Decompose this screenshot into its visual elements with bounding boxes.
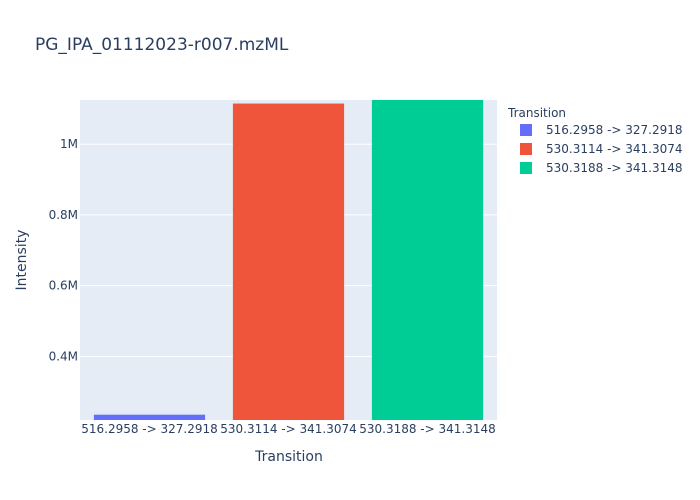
x-tick-label: 530.3114 -> 341.3074 [220, 422, 357, 436]
y-tick-label: 0.4M [49, 349, 78, 363]
bar[interactable] [371, 100, 484, 420]
y-tick-label: 1M [60, 137, 78, 151]
legend-label[interactable]: 530.3188 -> 341.3148 [546, 161, 683, 175]
bar[interactable] [232, 103, 345, 420]
legend-swatch[interactable] [520, 124, 532, 136]
legend-title: Transition [507, 106, 566, 120]
legend-label[interactable]: 530.3114 -> 341.3074 [546, 142, 683, 156]
y-tick-labels: 0.4M 0.6M 0.8M 1M [49, 137, 78, 363]
bar[interactable] [93, 414, 206, 420]
bars [93, 100, 484, 420]
legend-swatch[interactable] [520, 143, 532, 155]
chart-title: PG_IPA_01112023-r007.mzML [35, 35, 289, 55]
x-tick-label: 530.3188 -> 341.3148 [359, 422, 496, 436]
x-tick-label: 516.2958 -> 327.2918 [81, 422, 218, 436]
x-axis-title: Transition [254, 449, 323, 465]
legend-swatch[interactable] [520, 162, 532, 174]
y-axis-title: Intensity [14, 230, 30, 291]
y-tick-label: 0.6M [49, 279, 78, 293]
legend: Transition 516.2958 -> 327.2918 530.3114 … [507, 106, 683, 175]
y-tick-label: 0.8M [49, 208, 78, 222]
x-tick-labels: 516.2958 -> 327.2918 530.3114 -> 341.3074… [81, 422, 496, 436]
legend-label[interactable]: 516.2958 -> 327.2918 [546, 123, 683, 137]
